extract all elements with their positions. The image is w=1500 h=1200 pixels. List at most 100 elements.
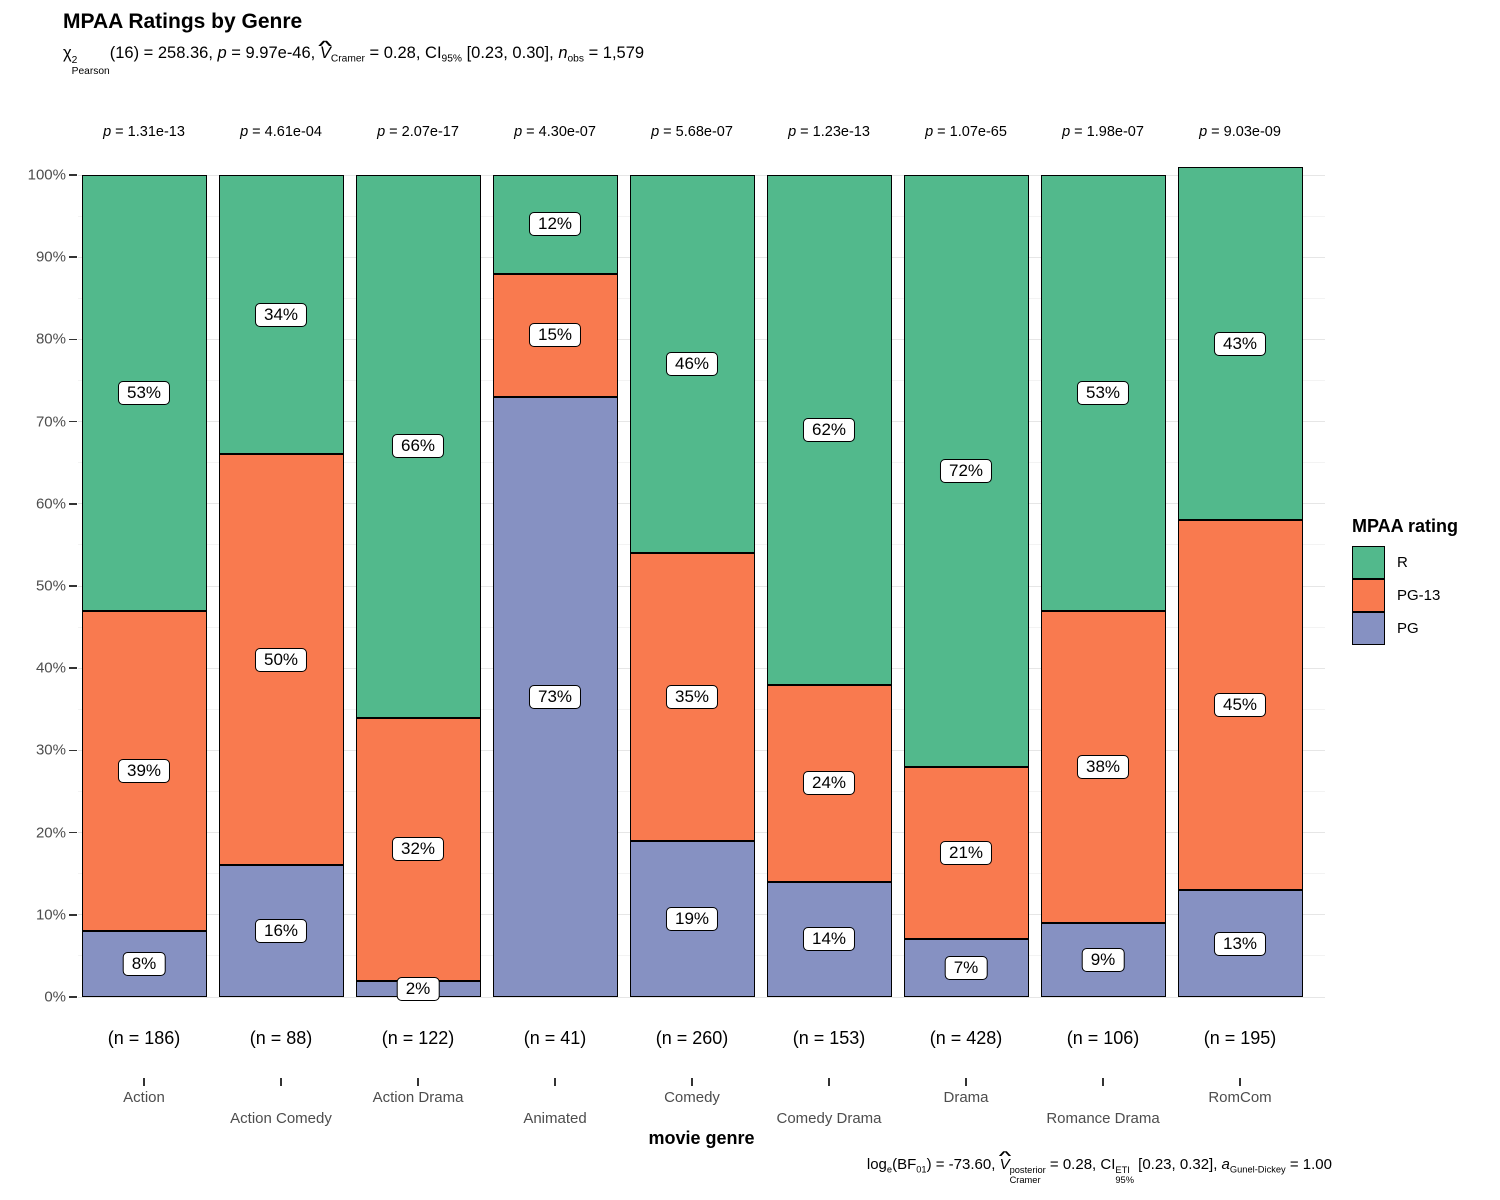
bar-segment-label: 32% xyxy=(391,837,445,862)
y-tick-mark xyxy=(69,503,77,505)
n-count-label: (n = 428) xyxy=(929,1028,1003,1048)
bar-segment-label: 46% xyxy=(665,352,719,377)
bar-segment-label: 12% xyxy=(528,212,582,237)
bar-segment-label: 53% xyxy=(117,380,171,405)
bar-segment xyxy=(629,840,755,997)
y-tick-label: 60% xyxy=(35,495,66,513)
category-label: Drama xyxy=(943,1089,989,1106)
n-count-label: (n = 153) xyxy=(792,1028,866,1048)
category-label: Romance Drama xyxy=(1046,1110,1160,1127)
bar-segment xyxy=(492,175,618,274)
bar-segment-label: 2% xyxy=(396,976,440,1001)
legend-item: R xyxy=(1352,546,1500,579)
p-value-label: p = 2.07e-17 xyxy=(377,124,459,140)
gridline-major xyxy=(78,174,1325,176)
bar-segment-label: 14% xyxy=(802,927,856,952)
legend-title: MPAA rating xyxy=(1352,516,1458,536)
y-tick-label: 80% xyxy=(35,330,66,348)
x-tick-mark xyxy=(1239,1078,1241,1086)
x-tick-mark xyxy=(417,1078,419,1086)
y-tick-label: 70% xyxy=(35,413,66,431)
y-tick-mark xyxy=(69,831,77,834)
bar-segment-label: 7% xyxy=(944,956,988,981)
stacked-bar: 73% 15% 12% xyxy=(492,175,618,997)
n-count-label: (n = 195) xyxy=(1203,1028,1277,1048)
legend-items: R PG-13 PG xyxy=(1352,546,1500,645)
y-tick-mark xyxy=(69,667,77,669)
x-tick-mark xyxy=(828,1078,830,1086)
n-count-label: (n = 88) xyxy=(249,1028,313,1048)
category-label: Action xyxy=(123,1089,165,1106)
bar-segment-label: 21% xyxy=(939,841,993,866)
y-tick-label: 90% xyxy=(35,248,66,266)
category-label: Action Comedy xyxy=(230,1110,332,1127)
x-tick-mark xyxy=(691,1078,693,1086)
bar-segment-label: 35% xyxy=(665,684,719,709)
legend-item: PG-13 xyxy=(1352,579,1500,612)
p-value-label: p = 1.31e-13 xyxy=(103,124,185,140)
category-label: RomCom xyxy=(1208,1089,1272,1106)
bar-segment-label: 43% xyxy=(1213,331,1267,356)
bar-segment-label: 66% xyxy=(391,434,445,459)
y-tick-label: 100% xyxy=(27,166,66,184)
category-label: Comedy Drama xyxy=(776,1110,882,1127)
category-label: Action Drama xyxy=(372,1089,464,1106)
y-tick-label: 0% xyxy=(44,988,66,1006)
category-label: Comedy xyxy=(664,1089,720,1106)
bar-segment-label: 45% xyxy=(1213,693,1267,718)
legend-item-label: PG xyxy=(1397,620,1419,637)
bar-segment-label: 50% xyxy=(254,647,308,672)
hat-accent: ^ xyxy=(997,1150,1012,1163)
n-count-label: (n = 186) xyxy=(107,1028,181,1048)
bar-segment-label: 39% xyxy=(117,758,171,783)
n-count-label: (n = 106) xyxy=(1066,1028,1140,1048)
stacked-bar: 7% 21% 72% xyxy=(903,175,1029,997)
stacked-bar: 9% 38% 53% xyxy=(1040,175,1166,997)
bar-segment-label: 15% xyxy=(528,323,582,348)
x-tick-mark xyxy=(143,1078,145,1086)
legend: MPAA rating R PG-13 PG xyxy=(1352,516,1500,645)
y-tick-label: 50% xyxy=(35,577,66,595)
legend-key-swatch xyxy=(1352,612,1385,645)
p-value-label: p = 4.30e-07 xyxy=(514,124,596,140)
bar-segment-label: 34% xyxy=(254,302,308,327)
bar-segment-label: 16% xyxy=(254,919,308,944)
n-count-label: (n = 122) xyxy=(381,1028,455,1048)
x-tick-mark xyxy=(965,1078,967,1086)
y-tick-mark xyxy=(69,914,77,916)
legend-key-swatch xyxy=(1352,579,1385,612)
p-value-label: p = 4.61e-04 xyxy=(240,124,322,140)
bar-segment-label: 24% xyxy=(802,771,856,796)
x-tick-mark xyxy=(1102,1078,1104,1086)
y-tick-mark xyxy=(69,174,77,176)
y-tick-mark xyxy=(69,256,77,258)
y-tick-mark xyxy=(69,749,77,752)
chart-subtitle-stats: χ 2 Pearson (16) = 258.36, p = 9.97e-46, ^ V… xyxy=(63,37,645,77)
stacked-bar: 2% 32% 66% xyxy=(355,175,481,1001)
bar-segment-label: 9% xyxy=(1081,948,1125,973)
n-count-label: (n = 41) xyxy=(523,1028,587,1048)
category-label: Animated xyxy=(523,1110,587,1127)
bar-segment-label: 53% xyxy=(1076,380,1130,405)
legend-item-label: R xyxy=(1397,554,1408,571)
legend-item-label: PG-13 xyxy=(1397,587,1441,604)
p-value-label: p = 1.07e-65 xyxy=(925,124,1007,140)
y-tick-mark xyxy=(69,996,77,998)
bar-segment-label: 8% xyxy=(122,952,166,977)
bar-segment-label: 73% xyxy=(528,684,582,709)
legend-key-swatch xyxy=(1352,546,1385,579)
x-axis-title: movie genre xyxy=(648,1128,755,1148)
n-count-label: (n = 260) xyxy=(655,1028,729,1048)
y-tick-label: 40% xyxy=(35,659,66,677)
p-value-label: p = 5.68e-07 xyxy=(651,124,733,140)
chart-title: MPAA Ratings by Genre xyxy=(63,10,303,33)
y-tick-label: 20% xyxy=(35,824,66,842)
bar-segment-label: 62% xyxy=(802,417,856,442)
legend-item: PG xyxy=(1352,612,1500,645)
y-tick-label: 10% xyxy=(35,906,66,924)
bar-segment-label: 19% xyxy=(665,906,719,931)
bar-segment xyxy=(766,175,892,685)
x-tick-mark xyxy=(554,1078,556,1086)
hat-accent: ^ xyxy=(318,37,333,52)
